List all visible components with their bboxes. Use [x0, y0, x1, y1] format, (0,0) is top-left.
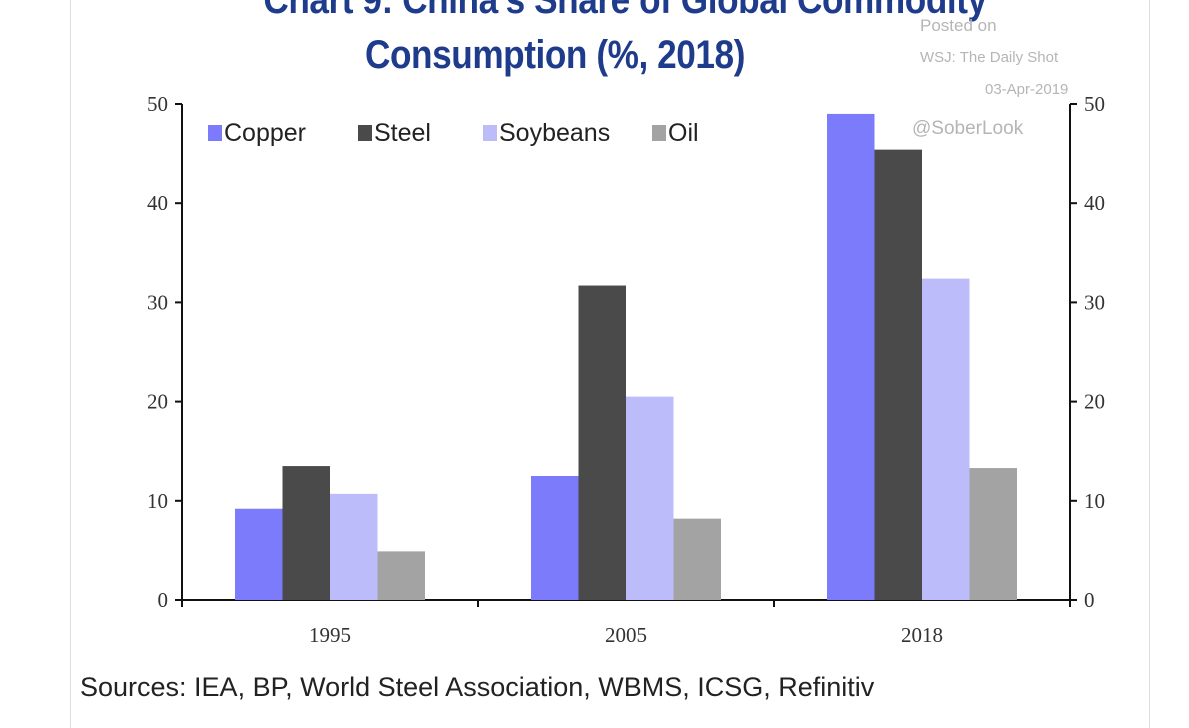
y-tick-label-right: 10	[1084, 489, 1105, 513]
legend-label-copper: Copper	[224, 119, 306, 147]
x-tick-label-1995: 1995	[309, 623, 351, 647]
bar-steel-2005	[578, 285, 626, 600]
legend-swatch-steel	[358, 125, 372, 141]
chart-title-line2: Consumption (%, 2018)	[365, 33, 745, 77]
bar-steel-1995	[282, 466, 330, 600]
y-tick-label-left: 20	[147, 390, 168, 414]
x-tick-label-2005: 2005	[605, 623, 647, 647]
bar-steel-2018	[874, 149, 922, 600]
bar-soybeans-1995	[330, 493, 378, 600]
legend-swatch-copper	[208, 125, 222, 141]
bar-oil-2018	[969, 468, 1017, 600]
y-tick-label-right: 50	[1084, 92, 1105, 116]
y-tick-label-right: 20	[1084, 390, 1105, 414]
watermark-posted-on: Posted on	[920, 16, 997, 35]
y-tick-label-right: 0	[1084, 588, 1095, 612]
y-tick-label-left: 50	[147, 92, 168, 116]
y-tick-label-right: 30	[1084, 290, 1105, 314]
y-tick-label-left: 10	[147, 489, 168, 513]
watermark-publisher: WSJ: The Daily Shot	[920, 49, 1059, 66]
y-tick-label-right: 40	[1084, 191, 1105, 215]
legend-label-oil: Oil	[668, 119, 699, 147]
legend-swatch-oil	[652, 125, 666, 141]
bar-copper-1995	[235, 508, 283, 600]
bar-soybeans-2018	[922, 278, 970, 600]
bar-oil-2005	[673, 518, 721, 600]
y-tick-label-left: 40	[147, 191, 168, 215]
x-tick-label-2018: 2018	[901, 623, 943, 647]
legend-label-steel: Steel	[374, 119, 431, 147]
bar-oil-1995	[377, 551, 425, 600]
bar-copper-2018	[827, 113, 875, 601]
watermark-date: 03-Apr-2019	[985, 81, 1069, 98]
legend-swatch-soybeans	[483, 125, 497, 141]
chart-title-line1: Chart 9: China's Share of Global Commodi…	[263, 0, 987, 22]
bar-copper-2005	[531, 476, 579, 600]
y-tick-label-left: 30	[147, 290, 168, 314]
legend-label-soybeans: Soybeans	[499, 119, 610, 147]
y-tick-label-left: 0	[158, 588, 169, 612]
chart-source: Sources: IEA, BP, World Steel Associatio…	[80, 672, 875, 702]
watermark-handle: @SoberLook	[912, 118, 1024, 139]
bar-soybeans-2005	[626, 396, 674, 600]
